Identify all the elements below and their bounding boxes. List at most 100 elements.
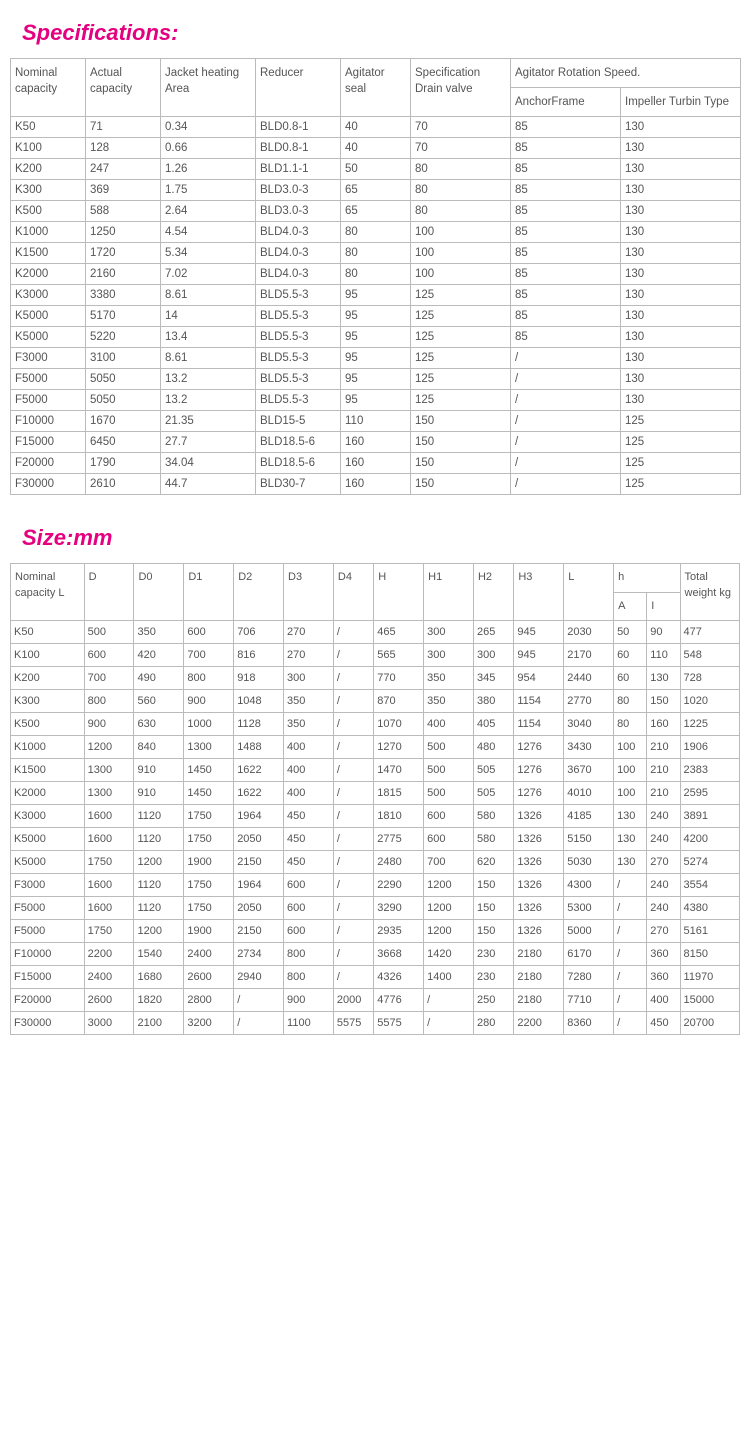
table-cell: 3380	[86, 285, 161, 306]
table-cell: 150	[473, 873, 513, 896]
table-cell: 2290	[374, 873, 424, 896]
table-cell: 125	[411, 369, 511, 390]
table-cell: 800	[184, 666, 234, 689]
table-cell: /	[511, 348, 621, 369]
table-cell: /	[333, 620, 373, 643]
table-cell: 4.54	[161, 222, 256, 243]
col-reducer: Reducer	[256, 59, 341, 117]
table-cell: 900	[84, 712, 134, 735]
table-cell: 770	[374, 666, 424, 689]
table-cell: 1450	[184, 758, 234, 781]
col-anchor: AnchorFrame	[511, 88, 621, 117]
table-cell: 4200	[680, 827, 739, 850]
table-cell: F5000	[11, 896, 85, 919]
table-cell: /	[511, 411, 621, 432]
table-cell: /	[614, 965, 647, 988]
table-cell: 1670	[86, 411, 161, 432]
table-cell: /	[511, 369, 621, 390]
table-cell: 400	[284, 758, 334, 781]
table-cell: 1600	[84, 804, 134, 827]
table-cell: 1750	[84, 850, 134, 873]
table-cell: 80	[411, 180, 511, 201]
table-cell: BLD4.0-3	[256, 243, 341, 264]
table-cell: 380	[473, 689, 513, 712]
table-cell: 2383	[680, 758, 739, 781]
table-cell: 7280	[564, 965, 614, 988]
table-cell: K300	[11, 180, 86, 201]
table-cell: 1400	[424, 965, 474, 988]
table-cell: 580	[473, 827, 513, 850]
col-H2: H2	[473, 564, 513, 621]
table-cell: /	[511, 453, 621, 474]
col-jacket: Jacket heating Area	[161, 59, 256, 117]
table-cell: 4326	[374, 965, 424, 988]
table-cell: 1276	[514, 735, 564, 758]
table-cell: 480	[473, 735, 513, 758]
table-cell: 160	[647, 712, 680, 735]
col-D: D	[84, 564, 134, 621]
table-cell: 1680	[134, 965, 184, 988]
table-row: K100012504.54BLD4.0-38010085130	[11, 222, 741, 243]
table-cell: 125	[411, 348, 511, 369]
table-cell: 505	[473, 758, 513, 781]
table-cell: 1900	[184, 850, 234, 873]
table-cell: 13.4	[161, 327, 256, 348]
table-cell: 1225	[680, 712, 739, 735]
table-cell: 450	[284, 804, 334, 827]
table-cell: 2800	[184, 988, 234, 1011]
table-cell: 2595	[680, 781, 739, 804]
table-cell: 210	[647, 781, 680, 804]
table-row: K3003691.75BLD3.0-3658085130	[11, 180, 741, 201]
table-cell: 270	[647, 919, 680, 942]
table-cell: 100	[614, 758, 647, 781]
table-cell: 1200	[134, 919, 184, 942]
table-cell: 1326	[514, 850, 564, 873]
table-cell: 125	[411, 285, 511, 306]
table-cell: 5000	[564, 919, 614, 942]
table-cell: 80	[411, 159, 511, 180]
table-cell: 5050	[86, 369, 161, 390]
table-cell: 1750	[184, 873, 234, 896]
col-nominal: Nominal capacity	[11, 59, 86, 117]
col-D1: D1	[184, 564, 234, 621]
table-cell: 270	[284, 643, 334, 666]
table-cell: /	[511, 390, 621, 411]
table-cell: 1200	[424, 919, 474, 942]
table-cell: 450	[284, 827, 334, 850]
table-cell: 600	[284, 919, 334, 942]
table-cell: 21.35	[161, 411, 256, 432]
table-cell: 130	[621, 285, 741, 306]
table-cell: 2770	[564, 689, 614, 712]
table-cell: 95	[341, 306, 411, 327]
table-cell: 2480	[374, 850, 424, 873]
table-cell: 160	[341, 432, 411, 453]
table-cell: 1048	[234, 689, 284, 712]
table-cell: K2000	[11, 264, 86, 285]
table-cell: 40	[341, 117, 411, 138]
col-D0: D0	[134, 564, 184, 621]
table-cell: 40	[341, 138, 411, 159]
table-cell: K50	[11, 117, 86, 138]
table-cell: 7.02	[161, 264, 256, 285]
table-cell: /	[424, 1011, 474, 1034]
col-rotation: Agitator Rotation Speed.	[511, 59, 741, 88]
table-cell: 3200	[184, 1011, 234, 1034]
table-cell: 1900	[184, 919, 234, 942]
table-cell: 1750	[184, 896, 234, 919]
table-cell: 85	[511, 327, 621, 348]
table-cell: 160	[341, 474, 411, 495]
col-nominal-l: Nominal capacity L	[11, 564, 85, 621]
table-cell: 954	[514, 666, 564, 689]
table-cell: 150	[411, 432, 511, 453]
table-cell: 300	[424, 620, 474, 643]
table-cell: 910	[134, 781, 184, 804]
table-cell: 130	[647, 666, 680, 689]
table-row: F100002200154024002734800/36681420230218…	[11, 942, 740, 965]
table-cell: 490	[134, 666, 184, 689]
table-cell: 3670	[564, 758, 614, 781]
table-cell: 500	[424, 758, 474, 781]
col-D4: D4	[333, 564, 373, 621]
table-cell: 1326	[514, 896, 564, 919]
table-cell: /	[511, 432, 621, 453]
table-cell: 85	[511, 138, 621, 159]
